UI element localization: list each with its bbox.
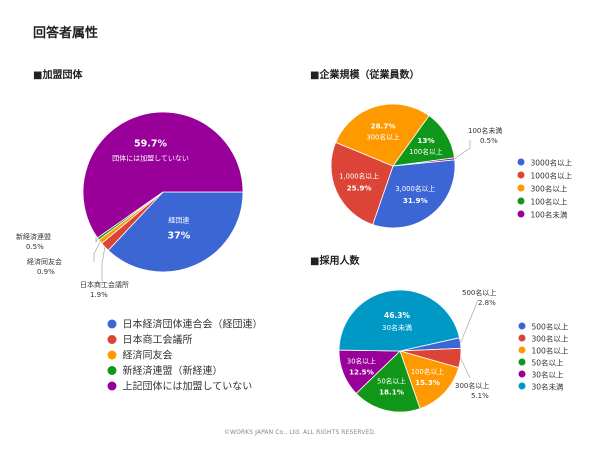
pie-label-name-hire-1: 300名以上 [455,381,489,390]
pie-label-name-union-1: 日本商工会議所 [80,280,129,289]
legend-label-hire-0: 500名以上 [532,322,569,332]
legend-label-union-4: 上記団体には加盟していない [123,380,253,393]
legend-label-size-0: 3000名以上 [531,158,573,168]
pie-label-value-size-2: 28.7% [371,121,396,130]
legend-label-union-1: 日本商工会議所 [123,333,193,346]
leader-line-size-4 [454,140,471,160]
leader-line-hire-1 [460,357,471,379]
pie-label-name-hire-2: 100名以上 [411,367,445,376]
legend-label-hire-2: 100名以上 [532,346,569,356]
pie-label-name-union-0: 経団連 [168,216,189,225]
copyright-footer: ©WORKS JAPAN Co., Ltd. ALL RIGHTS RESERV… [223,429,377,436]
pie-label-value-union-2: 0.9% [37,268,55,276]
legend-dot-size-3 [517,197,525,205]
legend-dot-union-3 [107,366,117,375]
pie-label-name-size-4: 100名未満 [468,126,502,135]
legend-dot-size-2 [517,184,525,192]
pie-label-value-union-3: 0.5% [26,243,44,251]
legend-label-union-3: 新経済連盟（新経連） [123,364,223,377]
pie-label-value-hire-4: 12.5% [349,367,374,376]
pie-label-name-union-3: 新経済連盟 [16,232,51,241]
leader-line-union-1 [101,246,106,285]
pie-label-name-size-3: 100名以上 [409,147,443,156]
pie-label-name-hire-5: 30名未満 [382,323,412,332]
legend-dot-hire-3 [518,358,526,366]
pie-slice-hire-5 [338,289,461,352]
pie-slice-size-4 [392,157,456,167]
pie-slice-hire-2 [399,350,460,410]
pie-slice-union-4 [82,111,244,239]
pie-label-value-size-1: 25.9% [347,183,372,192]
legend-dot-hire-5 [518,382,526,390]
pie-label-value-union-4: 59.7% [134,138,167,149]
legend-label-hire-4: 30名以上 [532,370,565,380]
pie-label-value-union-1: 1.9% [90,291,108,299]
section-title-union: ■加盟団体 [33,70,83,81]
pie-label-value-hire-0: 2.8% [478,299,496,307]
pie-label-value-hire-5: 46.3% [384,311,411,320]
leader-line-union-2 [93,241,101,262]
legend-label-size-1: 1000名以上 [531,171,573,181]
legend-label-union-0: 日本経済団体連合会（経団連） [123,318,263,331]
pie-label-name-union-2: 経済同友会 [27,257,62,266]
legend-dot-hire-0 [518,322,526,330]
pie-label-name-hire-4: 30名以上 [347,356,376,365]
legend-dot-hire-2 [518,346,526,354]
pie-label-value-size-3: 13% [417,136,434,145]
pie-label-value-size-4: 0.5% [480,137,498,145]
section-title-hire: ■採用人数 [310,256,360,267]
leader-line-hire-0 [460,299,479,344]
legend-label-hire-3: 50名以上 [532,358,565,368]
pie-label-name-size-2: 300名以上 [366,132,400,141]
legend-dot-union-1 [107,335,117,344]
pie-slice-union-0 [107,191,244,273]
pie-label-value-hire-1: 5.1% [471,392,489,400]
legend-dot-size-1 [517,171,525,179]
legend-label-size-2: 300名以上 [531,184,568,194]
page-title: 回答者属性 [33,26,99,41]
legend-dot-size-4 [517,210,525,218]
pie-label-value-union-0: 37% [168,231,191,242]
pie-slice-size-2 [335,103,430,167]
pie-label-name-size-0: 3,000名以上 [395,184,435,193]
pie-label-value-hire-2: 15.3% [415,378,440,387]
pie-label-value-size-0: 31.9% [403,196,428,205]
legend-dot-size-0 [517,158,525,166]
legend-dot-union-0 [107,319,117,329]
legend-dot-union-4 [107,381,117,391]
legend-label-hire-5: 30名未満 [532,382,565,392]
legend-dot-union-2 [107,350,117,360]
leader-line-union-3 [95,237,99,244]
pie-label-name-hire-0: 500名以上 [462,288,496,297]
pie-label-name-union-4: 団体には加盟していない [112,153,189,162]
legend-dot-hire-1 [518,334,526,342]
legend-label-size-3: 100名以上 [531,197,568,207]
pie-label-value-hire-3: 18.1% [379,388,404,397]
legend-label-union-2: 経済同友会 [123,349,173,362]
pie-slice-size-0 [372,159,456,229]
legend-dot-hire-4 [518,370,526,378]
section-title-size: ■企業規模（従業員数） [310,70,420,81]
pie-slice-hire-3 [355,350,421,413]
pie-label-name-hire-3: 50名以上 [377,377,406,386]
pie-label-name-size-1: 1,000名以上 [339,171,379,180]
legend-label-size-4: 100名未満 [531,210,568,220]
legend-label-hire-1: 300名以上 [532,334,569,344]
pie-slice-size-1 [330,141,394,226]
